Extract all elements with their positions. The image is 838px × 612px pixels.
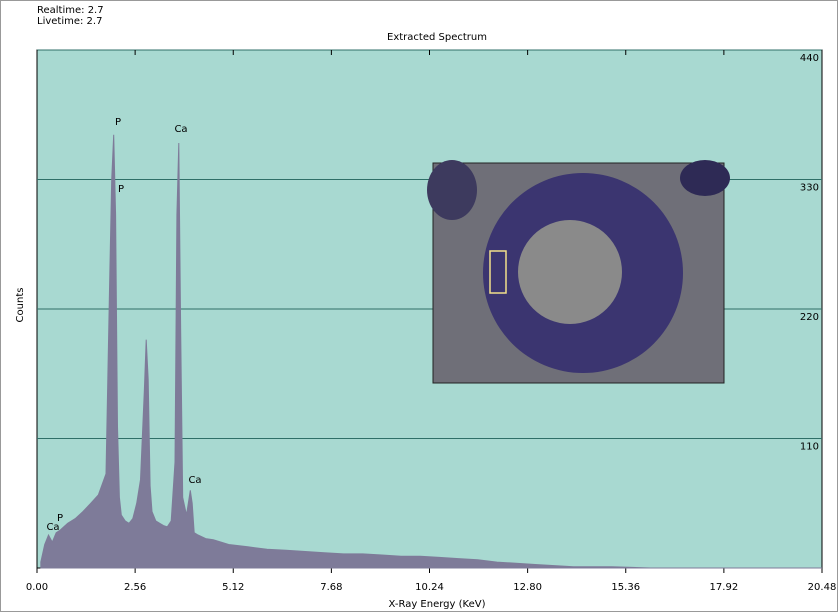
inset-core: [518, 220, 622, 324]
x-tick-label: 2.56: [124, 582, 146, 593]
x-tick-label: 17.92: [710, 582, 739, 593]
x-tick-label: 12.80: [513, 582, 542, 593]
x-tick-label: 0.00: [26, 582, 48, 593]
x-axis-label: X-Ray Energy (KeV): [389, 599, 486, 610]
inset-marker: [489, 250, 507, 294]
x-tick-label: 20.48: [808, 582, 837, 593]
y-tick-label: 110: [800, 442, 819, 453]
chart-title: Extracted Spectrum: [387, 32, 487, 43]
peak-label: P: [115, 117, 121, 128]
peak-label: Ca: [174, 124, 187, 135]
spectrum: [40, 134, 822, 569]
inset-corner: [427, 160, 477, 220]
x-tick-label: 15.36: [611, 582, 640, 593]
peak-label: Ca: [188, 475, 201, 486]
x-tick-label: 10.24: [415, 582, 444, 593]
inset-image: [427, 160, 730, 384]
inset-corner: [680, 160, 730, 196]
header-line: Realtime: 2.7: [37, 5, 104, 16]
y-tick-label: 220: [800, 312, 819, 323]
y-axis-label: Counts: [15, 288, 26, 323]
peak-label: P: [118, 184, 124, 195]
header-line: Livetime: 2.7: [37, 16, 102, 27]
y-tick-label: 440: [800, 53, 819, 64]
y-tick-label: 330: [800, 183, 819, 194]
x-tick-label: 7.68: [320, 582, 342, 593]
x-tick-label: 5.12: [222, 582, 244, 593]
peak-label: P: [57, 513, 63, 524]
peak-label: Ca: [46, 522, 59, 533]
